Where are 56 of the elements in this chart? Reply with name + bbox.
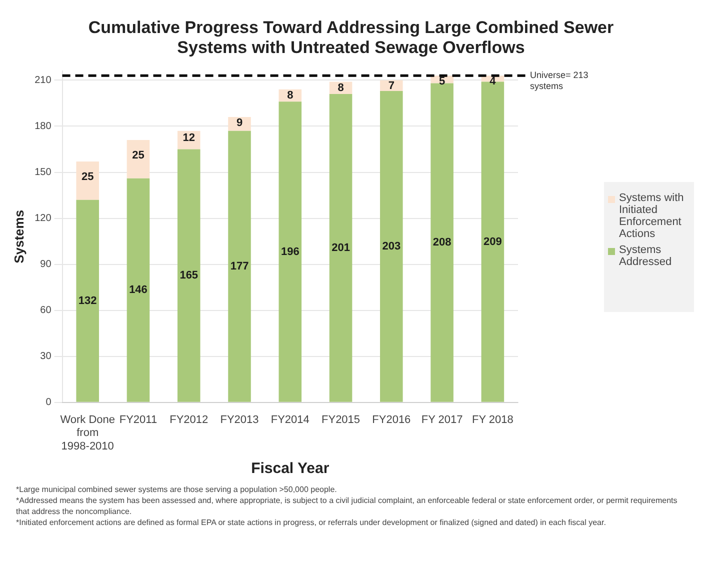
- bar: [126, 140, 150, 178]
- text: *Large municipal combined sewer systems are those serving a population >50,000 people.: [16, 484, 338, 495]
- data-label: 25: [81, 170, 94, 183]
- data-label: 9: [236, 117, 243, 130]
- y-tick-label: 120: [34, 213, 52, 224]
- x-tick-label: Work Done from 1998-2010: [60, 414, 116, 452]
- data-label: 8: [287, 89, 294, 102]
- data-label: 146: [129, 284, 148, 296]
- text: *Addressed means the system has been assessed and, where appropriate, is subject to a civil judicial complaint, an enforceable federal or state enforcement order, or permit requirements that address the noncompliance.: [16, 495, 678, 517]
- bar: [126, 178, 150, 402]
- data-label: 209: [484, 236, 502, 248]
- legend-label: Systems with Initiated Enforcement Actions: [619, 192, 685, 240]
- data-label: 203: [382, 240, 401, 252]
- legend-label: Systems Addressed: [619, 244, 673, 268]
- text: *Initiated enforcement actions are defined as formal EPA or state actions in progress, or referrals under development or finalized (signed and dated) in each fiscal year.: [16, 517, 607, 528]
- data-label: 7: [388, 80, 394, 92]
- x-tick-label: FY2016: [372, 414, 411, 426]
- bar: [380, 80, 403, 91]
- bar: [430, 83, 454, 402]
- ref-line-label: Universe= 213 systems: [530, 70, 588, 92]
- x-tick-label: FY2012: [170, 414, 208, 426]
- bar: [76, 200, 99, 402]
- y-tick-label: 30: [40, 351, 52, 362]
- bar: [228, 130, 251, 402]
- data-label: 208: [432, 236, 452, 249]
- x-tick-label: FY2013: [220, 414, 259, 426]
- bar: [177, 149, 200, 402]
- data-label: 5: [438, 76, 446, 88]
- bar: [76, 162, 99, 200]
- data-label: 177: [230, 260, 249, 272]
- bar: [329, 94, 352, 402]
- data-label: 132: [78, 294, 97, 307]
- y-tick-label: 60: [40, 305, 52, 316]
- x-tick-label: FY2011: [119, 414, 158, 426]
- bar: [380, 90, 403, 402]
- x-tick-label: FY 2017: [421, 414, 463, 426]
- x-tick-label: FY2014: [270, 414, 310, 426]
- y-tick-label: 210: [34, 74, 52, 86]
- data-label: 196: [280, 246, 300, 258]
- data-label: 8: [338, 82, 344, 94]
- x-tick-label: FY 2018: [472, 414, 514, 426]
- bar: [278, 102, 302, 402]
- y-axis-title: Systems: [11, 210, 26, 264]
- data-label: 12: [182, 132, 195, 144]
- chart-title: Cumulative Progress Toward Addressing Large Combined Sewer Systems with Untreated Sewage Overflows: [87, 17, 615, 59]
- y-tick-label: 150: [34, 167, 52, 178]
- y-tick-label: 0: [46, 397, 52, 408]
- data-label: 25: [132, 149, 144, 162]
- data-label: 165: [180, 270, 198, 282]
- y-tick-label: 90: [40, 259, 52, 270]
- bar: [228, 117, 251, 131]
- x-axis-title: Fiscal Year: [251, 460, 330, 478]
- data-label: 201: [332, 242, 350, 254]
- y-tick-label: 180: [34, 120, 52, 132]
- x-tick-label: FY2015: [322, 414, 360, 426]
- data-label: 4: [490, 76, 497, 88]
